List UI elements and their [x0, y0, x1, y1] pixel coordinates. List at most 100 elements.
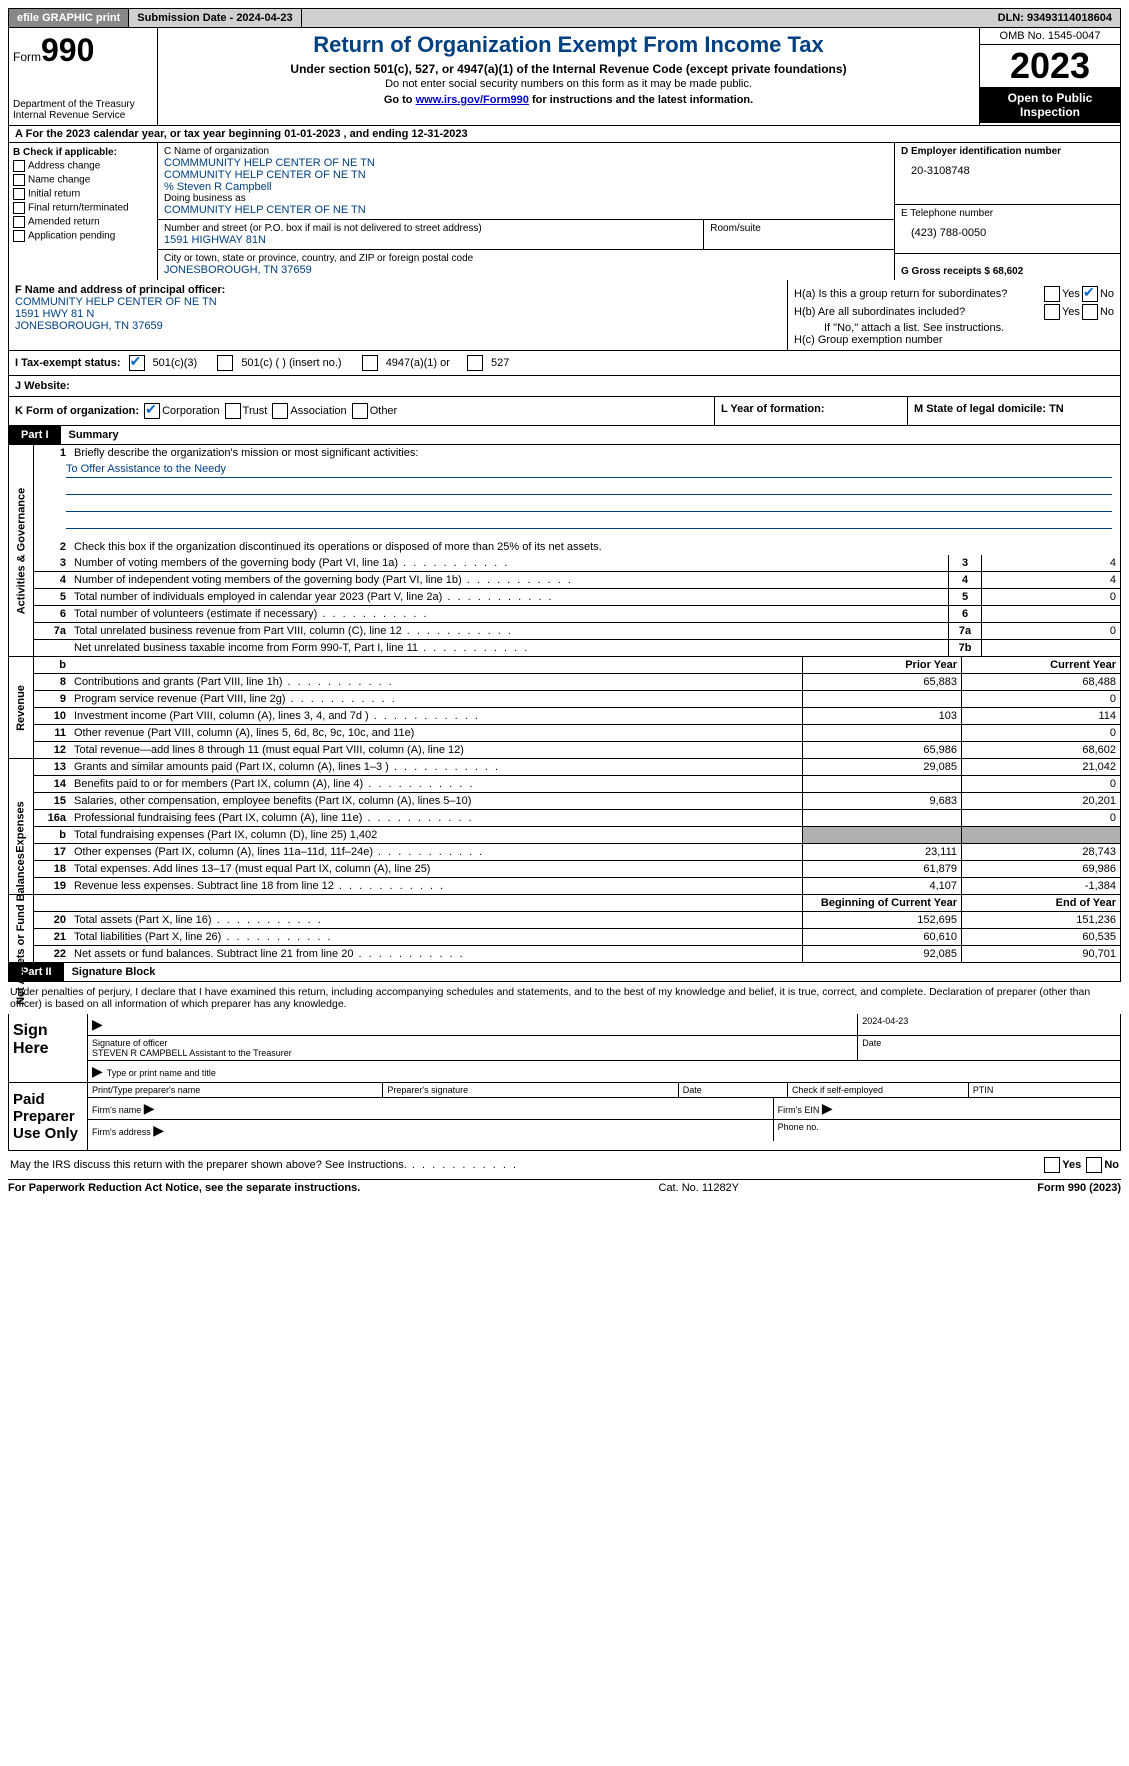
p8: 65,883 — [802, 674, 961, 690]
dba-name: COMMUNITY HELP CENTER OF NE TN — [164, 204, 888, 216]
form-subtitle: Under section 501(c), 527, or 4947(a)(1)… — [162, 62, 975, 76]
c12: 68,602 — [961, 742, 1120, 758]
p15: 9,683 — [802, 793, 961, 809]
top-bar: efile GRAPHIC print Submission Date - 20… — [8, 8, 1121, 28]
officer-name: COMMUNITY HELP CENTER OF NE TN — [15, 296, 781, 308]
c18: 69,986 — [961, 861, 1120, 877]
cb-corp[interactable] — [144, 403, 160, 419]
checkbox-initial-return[interactable] — [13, 188, 25, 200]
c8: 68,488 — [961, 674, 1120, 690]
mission-text: To Offer Assistance to the Needy — [66, 463, 1112, 478]
sig-date: 2024-04-23 — [857, 1014, 1120, 1035]
sidelabel-net: Net Assets or Fund Balances — [15, 853, 27, 1005]
cb-4947[interactable] — [362, 355, 378, 371]
p17: 23,111 — [802, 844, 961, 860]
ha-row: H(a) Is this a group return for subordin… — [794, 286, 1114, 302]
irs-link[interactable]: www.irs.gov/Form990 — [416, 94, 529, 106]
p14 — [802, 776, 961, 792]
may-irs-yes[interactable] — [1044, 1157, 1060, 1173]
c15: 20,201 — [961, 793, 1120, 809]
hc-row: H(c) Group exemption number — [794, 334, 1114, 346]
row-i-tax-status: I Tax-exempt status: 501(c)(3) 501(c) ( … — [8, 351, 1121, 376]
dln-number: DLN: 93493114018604 — [990, 9, 1120, 27]
v5: 0 — [981, 589, 1120, 605]
checkbox-address-change[interactable] — [13, 160, 25, 172]
hb-note: If "No," attach a list. See instructions… — [794, 322, 1114, 334]
hb-no[interactable] — [1082, 304, 1098, 320]
cb-other[interactable] — [352, 403, 368, 419]
hb-row: H(b) Are all subordinates included? Yes … — [794, 304, 1114, 320]
org-name-1: COMMMUNITY HELP CENTER OF NE TN — [164, 157, 888, 169]
p11 — [802, 725, 961, 741]
year-formation: L Year of formation: — [715, 397, 908, 425]
c19: -1,384 — [961, 878, 1120, 894]
officer-addr2: JONESBOROUGH, TN 37659 — [15, 320, 781, 332]
care-of: % Steven R Campbell — [164, 181, 888, 193]
c21: 60,535 — [961, 929, 1120, 945]
part1-header: Part I Summary — [8, 426, 1121, 445]
cb-assoc[interactable] — [272, 403, 288, 419]
paid-preparer-label: Paid Preparer Use Only — [9, 1083, 88, 1150]
cb-527[interactable] — [467, 355, 483, 371]
ssn-warning: Do not enter social security numbers on … — [162, 78, 975, 90]
cb-trust[interactable] — [225, 403, 241, 419]
form-header: Form990 Department of the Treasury Inter… — [8, 28, 1121, 126]
p19: 4,107 — [802, 878, 961, 894]
gross-receipts: G Gross receipts $ 68,602 — [901, 266, 1114, 277]
tax-year: 2023 — [980, 45, 1120, 87]
state-domicile: M State of legal domicile: TN — [908, 397, 1120, 425]
ha-yes[interactable] — [1044, 286, 1060, 302]
hb-yes[interactable] — [1044, 304, 1060, 320]
sidelabel-ag: Activities & Governance — [15, 487, 27, 614]
c11: 0 — [961, 725, 1120, 741]
v6 — [981, 606, 1120, 622]
row-klm: K Form of organization: Corporation Trus… — [8, 397, 1121, 426]
sign-here-label: Sign Here — [9, 1014, 88, 1082]
ha-no[interactable] — [1082, 286, 1098, 302]
may-irs-no[interactable] — [1086, 1157, 1102, 1173]
checkbox-final-return[interactable] — [13, 202, 25, 214]
instructions-link-row: Go to www.irs.gov/Form990 for instructio… — [162, 94, 975, 106]
c9: 0 — [961, 691, 1120, 707]
org-name-2: COMMUNITY HELP CENTER OF NE TN — [164, 169, 888, 181]
p20: 152,695 — [802, 912, 961, 928]
ein: 20-3108748 — [901, 165, 1114, 177]
c14: 0 — [961, 776, 1120, 792]
form-number: Form990 — [13, 32, 153, 69]
city-state-zip: JONESBOROUGH, TN 37659 — [164, 264, 888, 276]
officer-addr1: 1591 HWY 81 N — [15, 308, 781, 320]
row-j-website: J Website: — [8, 376, 1121, 397]
v7b — [981, 640, 1120, 656]
cb-501c3[interactable] — [129, 355, 145, 371]
p13: 29,085 — [802, 759, 961, 775]
part1-rev: Revenue bPrior YearCurrent Year 8Contrib… — [8, 657, 1121, 759]
signature-section: Sign Here ▶ 2024-04-23 Signature of offi… — [8, 1014, 1121, 1151]
p22: 92,085 — [802, 946, 961, 962]
efile-print-button[interactable]: efile GRAPHIC print — [9, 9, 129, 27]
p16a — [802, 810, 961, 826]
v7a: 0 — [981, 623, 1120, 639]
c10: 114 — [961, 708, 1120, 724]
c20: 151,236 — [961, 912, 1120, 928]
street-address: 1591 HIGHWAY 81N — [164, 234, 697, 246]
c13: 21,042 — [961, 759, 1120, 775]
sidelabel-exp: Expenses — [15, 801, 27, 852]
section-bcde: B Check if applicable: Address change Na… — [8, 143, 1121, 280]
cb-501c[interactable] — [217, 355, 233, 371]
v4: 4 — [981, 572, 1120, 588]
checkbox-app-pending[interactable] — [13, 230, 25, 242]
checkbox-name-change[interactable] — [13, 174, 25, 186]
p18: 61,879 — [802, 861, 961, 877]
p21: 60,610 — [802, 929, 961, 945]
col-b-checkboxes: B Check if applicable: Address change Na… — [9, 143, 158, 280]
sidelabel-rev: Revenue — [15, 685, 27, 731]
v3: 4 — [981, 555, 1120, 571]
p12: 65,986 — [802, 742, 961, 758]
page-footer: For Paperwork Reduction Act Notice, see … — [8, 1179, 1121, 1194]
p10: 103 — [802, 708, 961, 724]
part1-ag: Activities & Governance 1Briefly describ… — [8, 445, 1121, 657]
omb-number: OMB No. 1545-0047 — [980, 28, 1120, 45]
form-title: Return of Organization Exempt From Incom… — [162, 32, 975, 58]
phone: (423) 788-0050 — [901, 227, 1114, 239]
checkbox-amended[interactable] — [13, 216, 25, 228]
